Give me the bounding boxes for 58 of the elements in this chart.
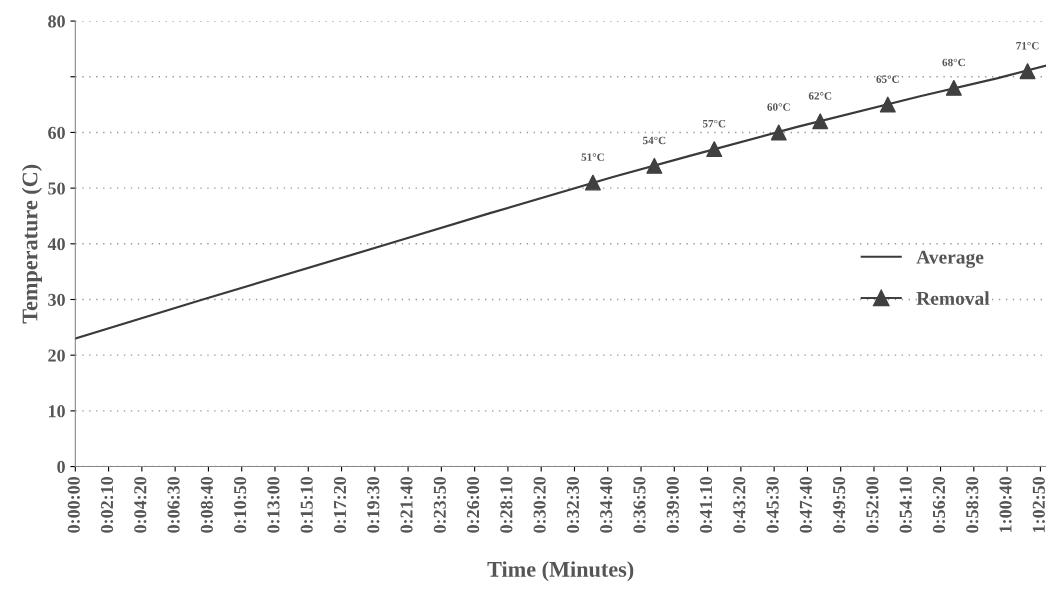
x-tick-label: 0:45:30: [766, 476, 779, 533]
y-tick-label: 30: [48, 293, 65, 306]
y-tick-label: 0: [57, 460, 65, 473]
point: [706, 141, 723, 158]
x-tick-label: 0:26:00: [466, 476, 480, 533]
x-tick-label: 0:56:20: [932, 476, 946, 533]
data-label: 57°C: [702, 119, 726, 128]
point: [812, 113, 829, 130]
x-tick-label: 0:21:40: [400, 476, 413, 533]
x-axis-title: Time (Minutes): [487, 561, 634, 582]
x-tick-label: 0:47:40: [799, 476, 813, 533]
y-tick-label: 50: [48, 182, 65, 195]
x-tick-label: 1:02:50: [1032, 476, 1045, 532]
y-tick-label: 60: [48, 126, 65, 139]
x-tick-label: 0:10:50: [234, 476, 247, 533]
point: [584, 174, 601, 191]
point: [1019, 63, 1036, 80]
x-tick-label: 0:34:40: [600, 476, 613, 533]
data-label: 60°C: [767, 103, 790, 111]
point: [879, 96, 896, 113]
y-tick-label: 10: [48, 405, 65, 418]
data-label: 54°C: [643, 136, 666, 145]
x-tick-label: 0:06:30: [167, 476, 180, 533]
x-tick-label: 0:36:50: [633, 476, 646, 533]
legend-label: Removal: [916, 291, 990, 305]
x-tick-label: 0:19:30: [367, 476, 380, 533]
x-tick-label: 0:00:00: [67, 476, 80, 533]
data-label: 62°C: [808, 92, 832, 100]
y-tick-label: 40: [47, 238, 65, 251]
point: [770, 124, 787, 141]
x-tick-label: 0:28:10: [500, 476, 513, 533]
x-tick-label: 0:58:30: [966, 476, 979, 533]
x-tick-label: 0:08:40: [200, 476, 214, 533]
point: [945, 79, 962, 96]
x-tick-label: 0:30:20: [533, 476, 546, 533]
x-tick-label: 0:41:10: [699, 476, 713, 533]
y-tick-label: 80: [48, 15, 65, 28]
x-tick-label: 0:39:00: [666, 476, 679, 533]
x-tick-label: 0:52:00: [866, 476, 879, 533]
x-tick-label: 0:04:20: [134, 476, 147, 533]
x-tick-label: 0:15:10: [300, 476, 313, 533]
y-tick-label: 20: [48, 349, 65, 362]
y-axis-title: Temperature (C): [21, 164, 42, 324]
x-tick-label: 0:17:20: [333, 476, 347, 533]
x-tick-label: 1:00:40: [999, 476, 1012, 532]
data-label: 71°C: [1016, 41, 1039, 50]
x-tick-label: 0:02:10: [100, 476, 114, 533]
data-label: 65°C: [876, 75, 899, 83]
point: [646, 157, 663, 174]
legend-label: Average: [916, 250, 984, 268]
x-tick-label: 0:49:50: [833, 476, 846, 533]
x-tick-label: 0:13:00: [267, 476, 280, 533]
x-tick-label: 0:43:20: [733, 476, 746, 533]
data-label: 51°C: [581, 153, 604, 161]
x-tick-label: 0:32:30: [566, 476, 580, 533]
data-label: 68°C: [942, 58, 965, 67]
x-tick-label: 0:23:50: [433, 476, 446, 533]
x-tick-label: 0:54:10: [899, 476, 912, 533]
